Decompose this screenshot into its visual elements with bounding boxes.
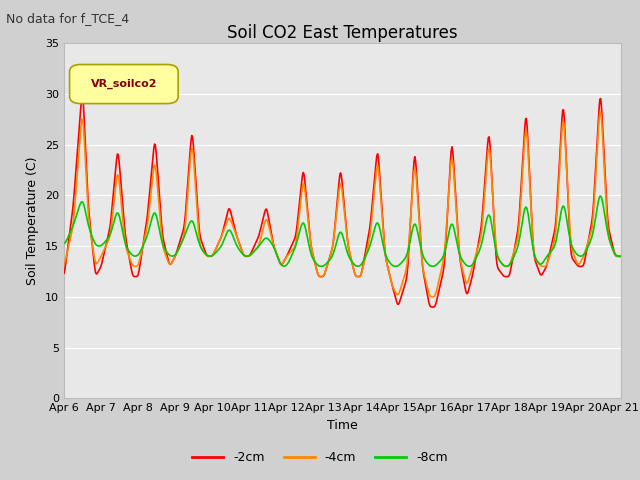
-4cm [60,261,68,267]
-8cm [410,222,418,228]
-4cm [617,253,625,259]
-8cm [70,220,78,226]
-8cm [127,251,135,257]
-2cm [617,253,625,259]
-8cm [60,240,68,246]
X-axis label: Time: Time [327,419,358,432]
-4cm [426,293,434,299]
-8cm [429,264,436,269]
Line: -2cm: -2cm [64,96,621,307]
-2cm [214,241,222,247]
-8cm [617,253,625,259]
Y-axis label: Soil Temperature (C): Soil Temperature (C) [26,156,40,285]
-2cm [128,270,136,276]
Text: No data for f_TCE_4: No data for f_TCE_4 [6,12,129,25]
-4cm [410,168,418,174]
-2cm [411,154,419,159]
-2cm [428,304,435,310]
-8cm [184,224,192,230]
-2cm [79,94,86,99]
Line: -8cm: -8cm [64,196,621,266]
-8cm [597,193,605,199]
-4cm [184,189,192,194]
-4cm [127,260,135,265]
Line: -4cm: -4cm [64,112,621,297]
-4cm [214,243,221,249]
-8cm [214,248,221,254]
-4cm [70,211,78,217]
Title: Soil CO2 East Temperatures: Soil CO2 East Temperatures [227,24,458,42]
-8cm [426,263,434,269]
-4cm [597,109,605,115]
-2cm [185,168,193,174]
-4cm [429,294,436,300]
-2cm [429,304,436,310]
Text: VR_soilco2: VR_soilco2 [91,79,157,89]
-2cm [60,270,68,276]
Legend: -2cm, -4cm, -8cm: -2cm, -4cm, -8cm [187,446,453,469]
FancyBboxPatch shape [70,64,178,104]
-2cm [70,192,78,198]
